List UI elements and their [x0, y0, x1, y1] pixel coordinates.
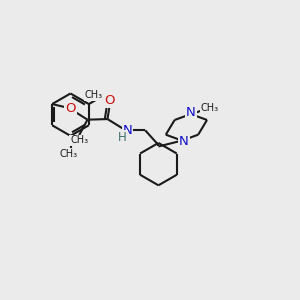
Text: CH₃: CH₃ [201, 103, 219, 112]
Text: CH₃: CH₃ [84, 90, 103, 100]
Text: N: N [186, 106, 196, 119]
Text: O: O [65, 102, 76, 115]
Text: H: H [118, 131, 127, 144]
Text: N: N [179, 135, 189, 148]
Text: CH₃: CH₃ [70, 135, 88, 145]
Text: CH₃: CH₃ [60, 149, 78, 159]
Text: N: N [123, 124, 132, 137]
Text: O: O [105, 94, 115, 107]
